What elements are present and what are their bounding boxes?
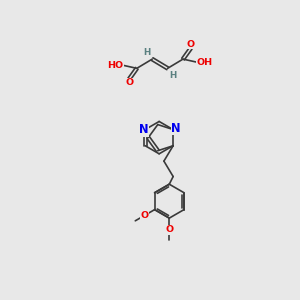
Text: HO: HO: [107, 61, 123, 70]
Text: N: N: [139, 123, 148, 136]
Text: H: H: [143, 48, 150, 57]
Text: N: N: [172, 122, 181, 134]
Text: O: O: [125, 79, 133, 88]
Text: O: O: [187, 40, 195, 49]
Text: OH: OH: [196, 58, 213, 67]
Text: O: O: [141, 211, 149, 220]
Text: H: H: [169, 71, 177, 80]
Text: O: O: [165, 225, 173, 234]
